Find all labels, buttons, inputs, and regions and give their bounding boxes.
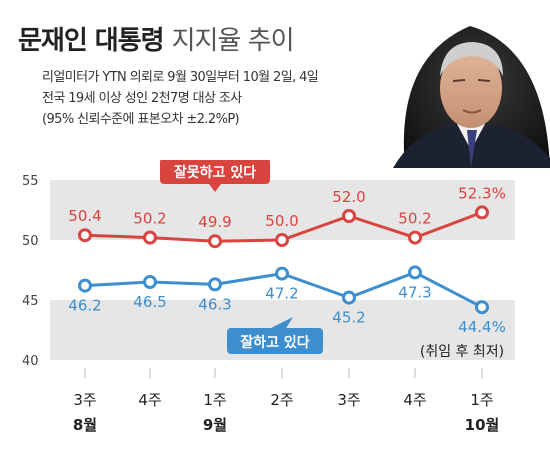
data-label: 52.3% [458, 184, 506, 202]
source-line-2: 전국 19세 이상 성인 2천7명 대상 조사 [42, 91, 242, 106]
y-tick-label: 45 [22, 294, 39, 309]
data-point [408, 265, 422, 280]
data-point [475, 205, 489, 220]
data-point [78, 228, 92, 243]
data-label: 52.0 [332, 188, 365, 206]
month-label: 9월 [203, 416, 227, 434]
data-point [143, 275, 157, 289]
data-point [208, 234, 222, 249]
president-portrait [393, 26, 550, 168]
data-label: 50.4 [68, 207, 101, 225]
data-point [342, 209, 356, 223]
data-label: 46.3 [198, 295, 231, 313]
title-light: 지지율 추이 [171, 26, 295, 56]
data-label: 50.2 [398, 210, 431, 228]
data-point [78, 278, 92, 293]
callout-pointer [267, 317, 293, 330]
x-tick-label: 3주 [337, 391, 360, 409]
data-label: 50.2 [133, 210, 166, 228]
data-label: 45.2 [332, 309, 365, 327]
data-point [275, 233, 289, 247]
y-tick-label: 55 [22, 174, 39, 189]
data-label: 46.5 [133, 293, 166, 311]
data-point [208, 277, 222, 292]
y-tick-label: 50 [22, 234, 39, 249]
data-point [408, 230, 422, 245]
data-point [143, 230, 157, 245]
x-tick-label: 1주 [470, 391, 493, 409]
month-label: 8월 [73, 416, 97, 434]
data-label: 44.4% [458, 318, 506, 336]
chart-title: 문재인 대통령 지지율 추이 [18, 20, 295, 57]
source-line-3: (95% 신뢰수준에 표본오차 ±2.2%P) [42, 112, 240, 127]
legend-label-negative: 잘못하고 있다 [174, 164, 256, 181]
data-point [342, 290, 356, 305]
x-tick-label: 2주 [270, 391, 293, 409]
x-tick-label: 4주 [138, 391, 161, 409]
band-50-55 [50, 180, 515, 240]
x-tick-label: 4주 [403, 391, 426, 409]
legend-callout-positive [227, 328, 323, 354]
legend-label-positive: 잘하고 있다 [240, 334, 309, 351]
month-label: 10월 [465, 416, 500, 434]
data-label: 47.2 [265, 285, 298, 303]
approval-chart: 40 45 50 55 3주 4주 1주 2주 3주 4주 1주 8월 9월 10월 50.4 50.2 49.… [22, 160, 515, 434]
annotation-lowest: (취임 후 최저) [420, 344, 504, 360]
y-tick-label: 40 [22, 354, 39, 369]
callout-pointer [209, 184, 221, 192]
data-label: 47.3 [398, 283, 431, 301]
x-tick-label: 3주 [73, 391, 96, 409]
data-label: 49.9 [198, 213, 231, 231]
data-label: 46.2 [68, 297, 101, 315]
legend-callout-negative [160, 160, 270, 184]
data-point [475, 300, 489, 315]
data-point [275, 266, 289, 281]
source-line-1: 리얼미터가 YTN 의뢰로 9월 30일부터 10월 2일, 4일 [42, 70, 319, 85]
x-tick-label: 1주 [203, 391, 226, 409]
data-label: 50.0 [265, 212, 298, 230]
title-bold: 문재인 대통령 [18, 26, 165, 56]
